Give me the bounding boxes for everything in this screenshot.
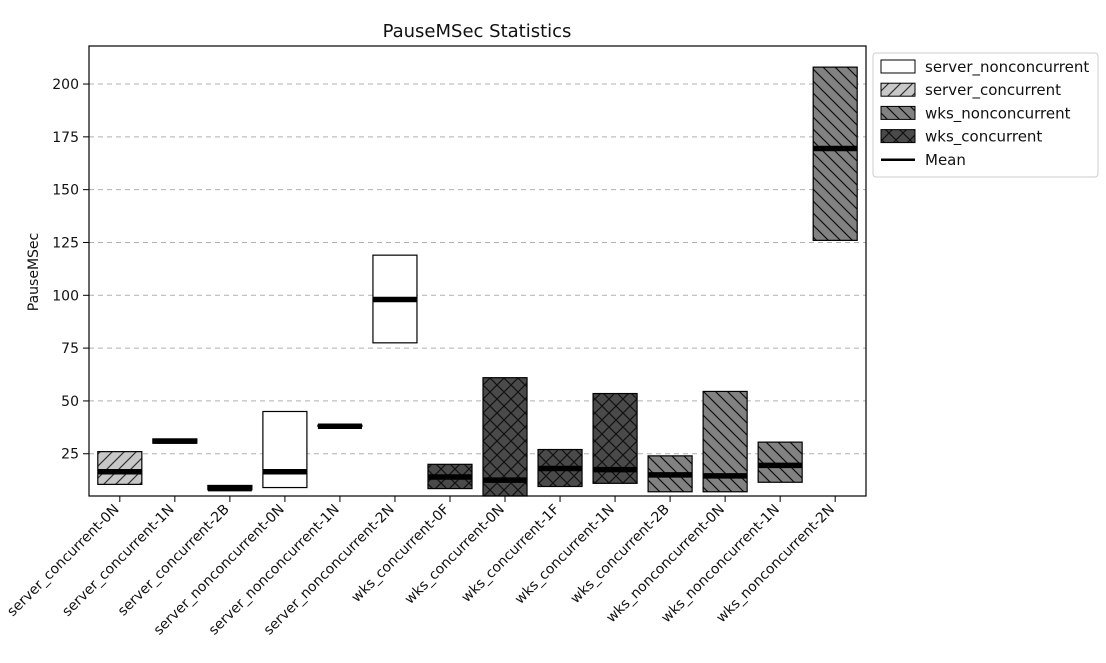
- bars: [97, 66, 858, 497]
- legend-label-server_nonconcurrent: server_nonconcurrent: [925, 58, 1089, 77]
- x-tick-label: wks_concurrent-0F: [349, 502, 453, 606]
- bar-wks_nonconcurrent-1N: [757, 441, 803, 483]
- legend-label-server_concurrent: server_concurrent: [925, 81, 1061, 100]
- x-tick-label: wks_concurrent-1F: [459, 502, 563, 606]
- y-tick-label: 150: [52, 183, 79, 199]
- x-axis: server_concurrent-0Nserver_concurrent-1N…: [4, 496, 838, 638]
- x-tick-label: server_concurrent-0N: [4, 502, 122, 620]
- x-tick-label: wks_concurrent-2B: [568, 502, 673, 607]
- legend-swatch-wks_concurrent: [880, 129, 916, 144]
- y-axis-label: PauseMSec: [26, 233, 42, 311]
- y-tick-label: 25: [61, 447, 79, 463]
- legend-label-wks_nonconcurrent: wks_nonconcurrent: [925, 104, 1071, 123]
- x-tick-label: server_concurrent-1N: [59, 502, 177, 620]
- y-tick-label: 75: [61, 341, 79, 357]
- y-tick-label: 50: [61, 394, 79, 410]
- bar-wks_nonconcurrent-2N: [812, 66, 858, 241]
- legend-label-mean: Mean: [925, 151, 966, 169]
- x-tick-label: wks_concurrent-1N: [512, 502, 618, 608]
- legend: server_nonconcurrent server_concurrentwks…: [872, 52, 1099, 178]
- x-tick-label: wks_concurrent-0N: [402, 502, 508, 608]
- grid-lines: [89, 83, 866, 455]
- bar-server_nonconcurrent-0N: [262, 410, 308, 489]
- y-tick-label: 125: [52, 235, 79, 251]
- legend-swatch-wks_nonconcurrent: [880, 105, 916, 120]
- mean-markers: [97, 145, 858, 492]
- bar-server_concurrent-0N: [97, 451, 143, 485]
- legend-box: [872, 52, 1099, 178]
- legend-swatch-server_nonconcurrent: [880, 59, 916, 74]
- y-tick-label: 200: [52, 77, 79, 93]
- chart-title: PauseMSec Statistics: [383, 21, 572, 42]
- x-tick-label: server_concurrent-2B: [115, 502, 233, 620]
- plot-area-frame: [88, 45, 867, 497]
- legend-swatch-server_concurrent: [880, 82, 916, 97]
- y-tick-label: 100: [52, 288, 79, 304]
- bar-wks_concurrent-0N: [482, 377, 528, 497]
- legend-label-wks_concurrent: wks_concurrent: [925, 128, 1042, 147]
- y-tick-label: 175: [52, 130, 79, 146]
- x-tick-label: wks_nonconcurrent-2N: [713, 502, 838, 627]
- y-axis: 25 50 75 100 125 150 175 200: [52, 77, 89, 463]
